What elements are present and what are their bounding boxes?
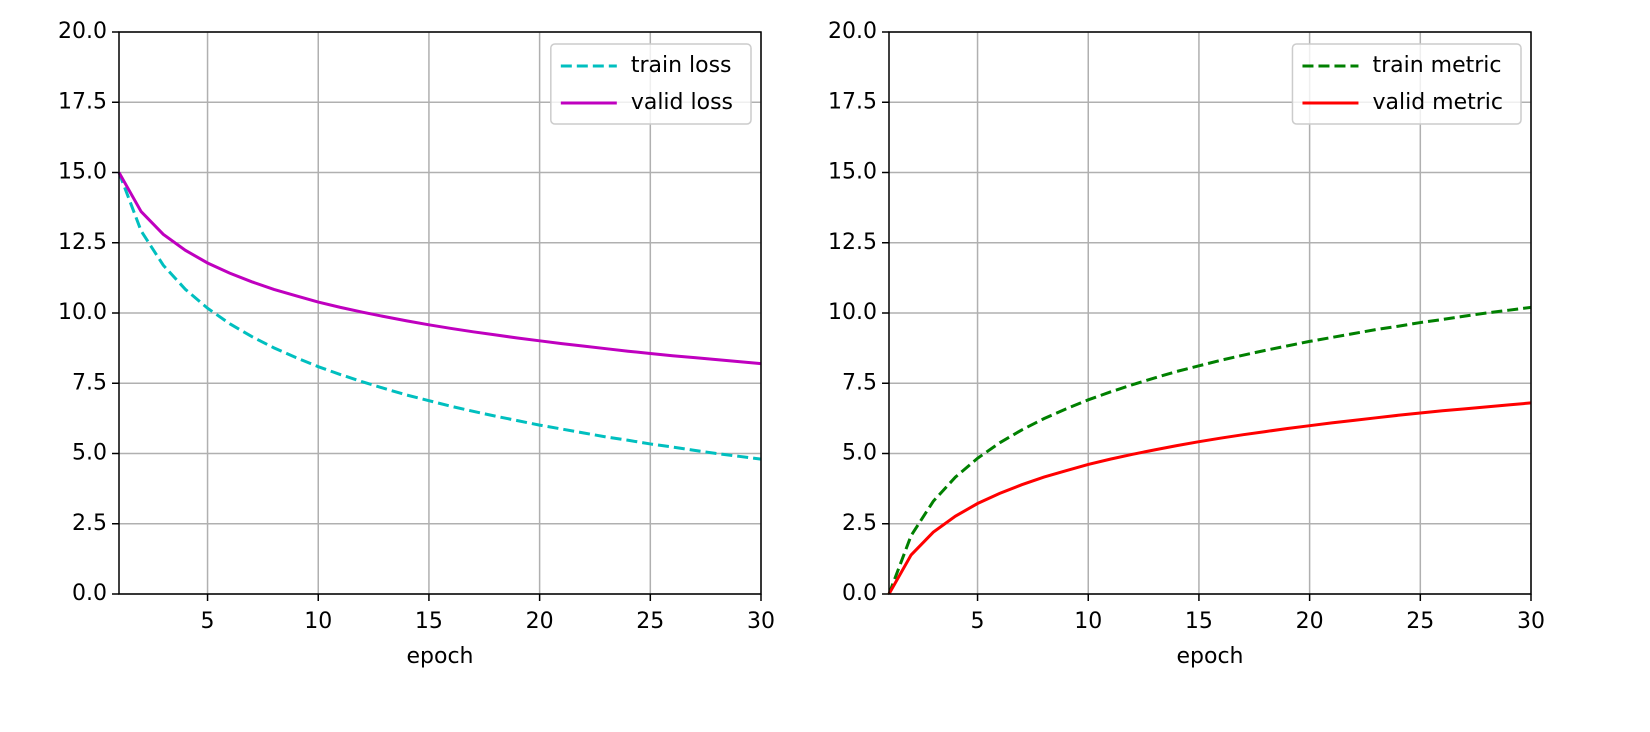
x-tick-label: 25 [636,609,664,634]
x-tick-label: 15 [1185,609,1213,634]
y-tick-label: 20.0 [58,19,107,44]
series-line [117,171,762,461]
y-tick-label: 10.0 [58,300,107,325]
plot-frame [888,31,1532,595]
axes: 0.0 2.5 5.0 7.5 10.0 12.5 15.0 17.5 20.0 5 10 15 20 2… [58,19,775,669]
legend: train metric valid metric [1291,43,1522,125]
y-tick-label: 2.5 [72,511,107,536]
x-tick-label: 30 [1517,609,1545,634]
legend-label: valid metric [1372,90,1503,115]
x-tick-label: 25 [1406,609,1434,634]
y-tick-label: 0.0 [72,581,107,606]
series-line [887,305,1532,595]
legend-label: valid loss [631,90,733,115]
legend: train loss valid loss [550,43,752,125]
y-tick-label: 0.0 [842,581,877,606]
x-tick-label: 30 [747,609,775,634]
y-tick-label: 10.0 [828,300,877,325]
y-tick-label: 2.5 [842,511,877,536]
y-tick-label: 17.5 [828,89,877,114]
x-tick-label: 10 [304,609,332,634]
y-tick-label: 17.5 [58,89,107,114]
y-tick-label: 5.0 [842,441,877,466]
x-tick-label: 20 [1296,609,1324,634]
plot-frame [118,31,762,595]
y-tick-label: 15.0 [828,160,877,185]
x-axis-label: epoch [1177,644,1244,669]
axes: 0.0 2.5 5.0 7.5 10.0 12.5 15.0 17.5 20.0 5 10 15 20 2… [828,19,1545,669]
y-tick-label: 20.0 [828,19,877,44]
x-tick-label: 15 [415,609,443,634]
y-tick-label: 7.5 [72,370,107,395]
y-tick-label: 7.5 [842,370,877,395]
x-axis-label: epoch [407,644,474,669]
y-tick-label: 15.0 [58,160,107,185]
y-tick-label: 12.5 [828,230,877,255]
legend-label: train metric [1372,53,1501,78]
x-tick-label: 5 [201,609,215,634]
series-line [887,401,1532,595]
y-tick-label: 12.5 [58,230,107,255]
x-tick-label: 5 [971,609,985,634]
y-tick-label: 5.0 [72,441,107,466]
x-tick-label: 20 [526,609,554,634]
series-line [117,171,762,366]
x-tick-label: 10 [1074,609,1102,634]
legend-label: train loss [631,53,732,78]
